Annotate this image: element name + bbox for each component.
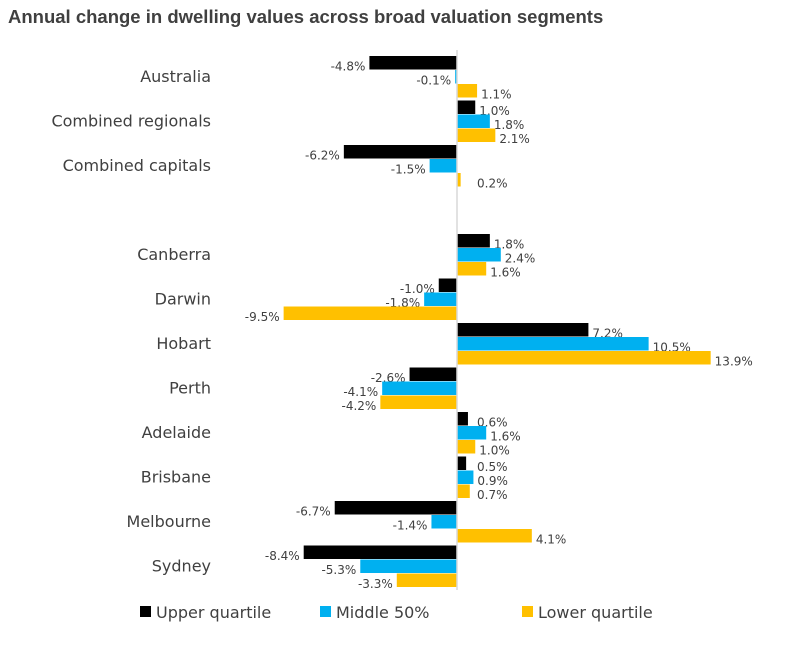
chart-title: Annual change in dwelling values across … [8, 6, 604, 27]
data-label: -4.2% [342, 399, 377, 413]
data-label: 1.8% [494, 118, 524, 132]
bar [424, 292, 457, 306]
data-label: 0.5% [477, 460, 508, 474]
bar [429, 159, 457, 173]
bar [396, 573, 457, 587]
data-label: 0.9% [477, 474, 508, 488]
bar [457, 262, 487, 276]
bar [334, 501, 457, 515]
bar [457, 456, 467, 470]
category-label: Adelaide [142, 423, 211, 442]
category-label: Combined regionals [51, 112, 211, 131]
legend-swatch [522, 606, 533, 617]
data-label: 13.9% [715, 355, 753, 369]
bar [409, 367, 457, 381]
bar [382, 381, 457, 395]
legend-swatch [140, 606, 151, 617]
data-label: -8.4% [265, 549, 300, 563]
bar [457, 114, 490, 128]
data-label: -1.5% [391, 163, 426, 177]
legend-swatch [320, 606, 331, 617]
bar [431, 515, 457, 529]
data-label: -9.5% [245, 310, 280, 324]
data-label: 1.8% [494, 238, 524, 252]
data-label: -6.2% [305, 149, 340, 163]
category-label: Brisbane [141, 468, 211, 487]
category-label: Canberra [137, 245, 211, 264]
data-label: 4.1% [536, 533, 567, 547]
category-label: Combined capitals [63, 156, 211, 175]
bar [457, 128, 496, 142]
bar [455, 70, 457, 84]
data-label: 0.2% [477, 177, 508, 191]
bar [457, 529, 532, 543]
bar [438, 278, 457, 292]
data-label: -5.3% [321, 563, 356, 577]
data-label: 1.6% [490, 266, 521, 280]
bar [303, 545, 457, 559]
bar [369, 56, 457, 70]
bar [457, 100, 476, 114]
legend-label: Upper quartile [156, 603, 271, 622]
data-label: -4.1% [343, 385, 378, 399]
category-label: Australia [140, 67, 211, 86]
bar [457, 323, 589, 337]
category-label: Melbourne [127, 512, 211, 531]
data-label: 1.6% [490, 430, 521, 444]
category-label: Darwin [155, 290, 211, 309]
bar [457, 173, 461, 187]
data-label: -0.1% [416, 74, 451, 88]
bar [457, 470, 474, 484]
data-label: 1.0% [479, 444, 510, 458]
bar [457, 248, 501, 262]
bar [457, 440, 476, 454]
data-label: 2.1% [499, 132, 530, 146]
data-label: -3.3% [358, 577, 393, 591]
bar [343, 145, 457, 159]
bar [457, 351, 711, 365]
bar [457, 337, 649, 351]
category-label: Sydney [152, 557, 211, 576]
bar [457, 426, 487, 440]
data-label: 2.4% [505, 252, 536, 266]
bar [457, 84, 478, 98]
category-label: Hobart [156, 334, 211, 353]
bar [283, 306, 457, 320]
bar [457, 234, 490, 248]
data-label: 0.7% [477, 488, 508, 502]
data-label: -6.7% [296, 505, 331, 519]
category-label: Perth [169, 379, 211, 398]
legend-label: Middle 50% [336, 603, 430, 622]
data-label: -4.8% [331, 60, 366, 74]
bar [380, 395, 457, 409]
bar [457, 412, 468, 426]
bar [457, 484, 470, 498]
bar [360, 559, 457, 573]
data-label: 1.1% [481, 88, 512, 102]
legend-label: Lower quartile [538, 603, 653, 622]
data-label: -1.4% [393, 519, 428, 533]
